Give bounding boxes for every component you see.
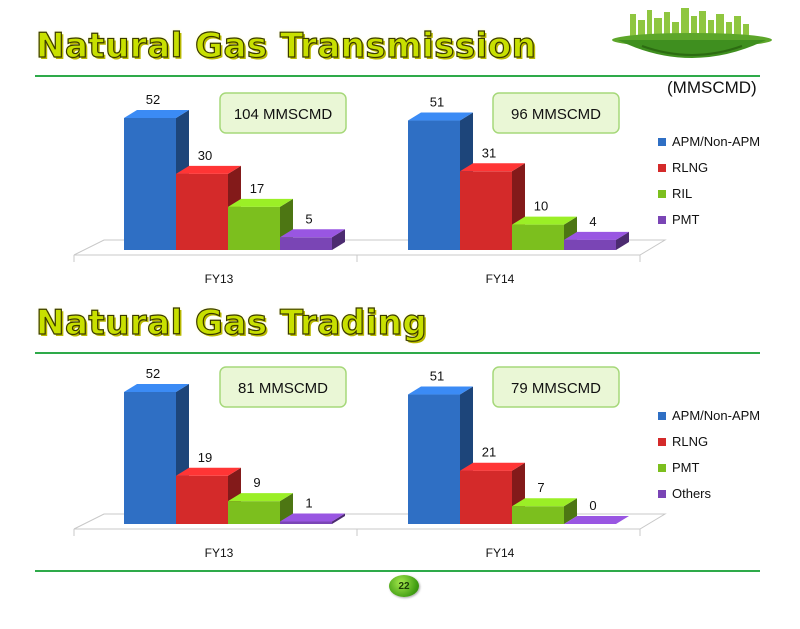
bar xyxy=(280,513,345,524)
bar-front xyxy=(408,120,460,251)
bar-front xyxy=(460,470,512,524)
bar-front xyxy=(280,521,332,524)
footer-rule xyxy=(35,570,760,572)
bar-top xyxy=(512,498,577,507)
total-label: 79 MMSCMD xyxy=(511,380,601,397)
bar-side xyxy=(332,229,345,250)
data-label: 51 xyxy=(430,95,444,110)
bar-top xyxy=(564,231,629,240)
bar-side xyxy=(616,231,629,250)
bar xyxy=(408,386,473,524)
bar-side xyxy=(564,498,577,524)
bar-front xyxy=(228,501,280,524)
legend-label: APM/Non-APM xyxy=(672,408,760,423)
legend-swatch xyxy=(658,190,666,198)
page-number-badge: 22 xyxy=(389,575,419,597)
bar-top xyxy=(124,110,189,118)
legend-swatch xyxy=(658,216,666,224)
bar-top xyxy=(564,516,629,524)
data-label: 21 xyxy=(482,445,496,460)
legend-label: RLNG xyxy=(672,160,708,175)
bar-top xyxy=(124,384,189,392)
bar-top xyxy=(408,112,473,121)
bar-front xyxy=(124,118,176,250)
bar xyxy=(512,498,577,524)
legend-label: PMT xyxy=(672,460,700,475)
data-label: 52 xyxy=(146,366,160,381)
total-label: 81 MMSCMD xyxy=(238,380,328,397)
bar-top xyxy=(228,198,293,207)
legend-label: Others xyxy=(672,486,712,501)
data-label: 10 xyxy=(534,199,548,214)
bar-front xyxy=(408,394,460,524)
bar-front xyxy=(176,173,228,250)
data-label: 4 xyxy=(589,214,596,229)
total-callout xyxy=(219,92,347,134)
data-label: 51 xyxy=(430,369,444,384)
bar-front xyxy=(564,239,616,250)
bar-top xyxy=(460,163,525,172)
green-city-logo xyxy=(612,8,772,58)
unit-label: (MMSCMD) xyxy=(667,78,757,97)
bar-top xyxy=(408,386,473,395)
bar-top xyxy=(228,493,293,502)
bar-front xyxy=(228,206,280,250)
bar-top xyxy=(512,216,577,225)
bar xyxy=(564,231,629,250)
bar xyxy=(564,516,629,524)
trading-chart: 52 19 9 1 FY13 81 MMSCMD 51 21 7 0 FY14 79 MMSCMD AP… xyxy=(73,366,760,560)
trading-title: Natural Gas Trading xyxy=(35,302,428,343)
data-label: 31 xyxy=(482,145,496,160)
data-label: 52 xyxy=(146,92,160,107)
legend-swatch xyxy=(658,438,666,446)
legend-swatch xyxy=(658,490,666,498)
bar-front xyxy=(280,237,332,250)
legend-swatch xyxy=(658,464,666,472)
transmission-chart: 52 30 17 5 FY13 104 MMSCMD 51 31 10 4 FY14 96 MMSCM… xyxy=(73,92,760,286)
bar-front xyxy=(460,171,512,250)
bar-top xyxy=(280,229,345,238)
data-label: 1 xyxy=(305,495,312,510)
bar xyxy=(280,229,345,250)
data-label: 5 xyxy=(305,211,312,226)
legend-label: PMT xyxy=(672,212,700,227)
title-rule xyxy=(35,352,760,354)
bar-front xyxy=(512,506,564,524)
bar-side xyxy=(332,513,345,524)
category-label: FY13 xyxy=(205,546,234,560)
total-label: 96 MMSCMD xyxy=(511,106,601,123)
bar xyxy=(460,163,525,250)
transmission-title: Natural Gas Transmission xyxy=(35,25,537,66)
legend-label: RLNG xyxy=(672,434,708,449)
bar-top xyxy=(460,462,525,471)
category-label: FY13 xyxy=(205,272,234,286)
total-callout xyxy=(219,366,347,408)
legend-label: RIL xyxy=(672,186,692,201)
total-callout xyxy=(492,366,620,408)
data-label: 7 xyxy=(537,480,544,495)
data-label: 30 xyxy=(198,148,212,163)
bar xyxy=(228,493,293,524)
bar xyxy=(512,216,577,250)
data-label: 9 xyxy=(253,475,260,490)
bar-front xyxy=(512,224,564,250)
category-label: FY14 xyxy=(486,546,515,560)
bar-front xyxy=(176,475,228,524)
legend-swatch xyxy=(658,138,666,146)
legend-swatch xyxy=(658,164,666,172)
data-label: 17 xyxy=(250,181,264,196)
bar-top xyxy=(176,467,241,476)
total-label: 104 MMSCMD xyxy=(234,106,333,123)
bar-front xyxy=(124,392,176,524)
legend-label: APM/Non-APM xyxy=(672,134,760,149)
data-label: 19 xyxy=(198,450,212,465)
bar-top xyxy=(176,165,241,174)
bar xyxy=(228,198,293,250)
bar-top xyxy=(280,513,345,522)
title-rule xyxy=(35,75,760,77)
legend-swatch xyxy=(658,412,666,420)
total-callout xyxy=(492,92,620,134)
category-label: FY14 xyxy=(486,272,515,286)
data-label: 0 xyxy=(589,498,596,513)
